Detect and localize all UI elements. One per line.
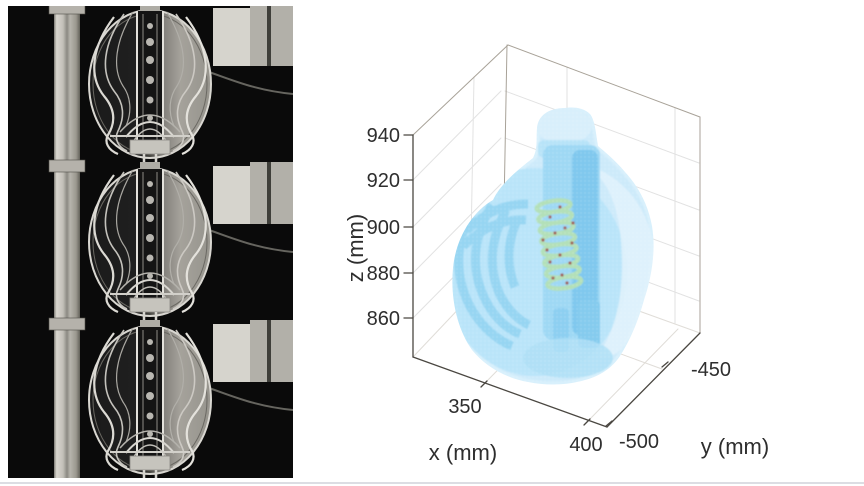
y-axis-label: y (mm) [701, 434, 769, 459]
z-axis-label: z (mm) [343, 214, 368, 282]
photo-panel [8, 6, 293, 478]
plot-3d-panel: 940 920 900 880 860 350 400 -500 -450 x … [343, 44, 769, 465]
x-tick-400: 400 [569, 434, 602, 456]
roof-edge-right [507, 44, 701, 118]
tick-labels: 940 920 900 880 860 350 400 -500 -450 [367, 125, 731, 456]
x-tick-350: 350 [448, 396, 481, 418]
x-axis-line [412, 356, 608, 428]
bottom-divider-line [0, 482, 864, 484]
roof-edge-left [412, 44, 509, 136]
x-axis-label: x (mm) [429, 440, 497, 465]
stipple-texture [452, 107, 654, 385]
z-tick-880: 880 [367, 263, 400, 285]
z-tick-920: 920 [367, 170, 400, 192]
z-tick-900: 900 [367, 217, 400, 239]
y-axis-line [606, 332, 701, 428]
point-cloud [452, 107, 654, 385]
y-tick-450: -450 [691, 359, 731, 381]
z-tick-860: 860 [367, 308, 400, 330]
y-tick-500: -500 [619, 431, 659, 453]
z-tick-940: 940 [367, 125, 400, 147]
axes [403, 134, 701, 428]
